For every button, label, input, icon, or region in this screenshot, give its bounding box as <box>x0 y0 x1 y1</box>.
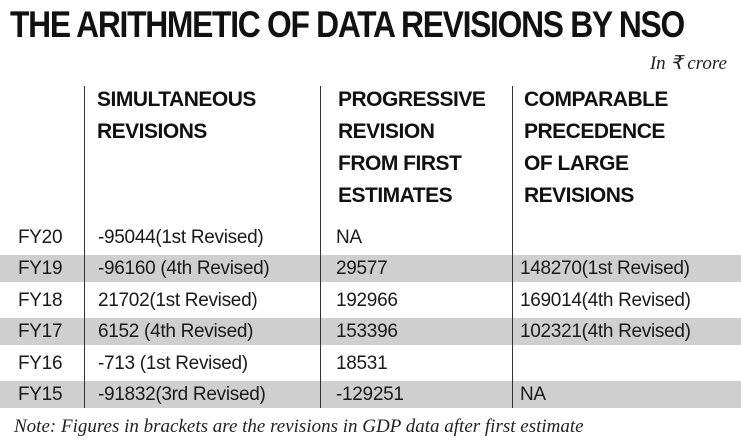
table-row: FY15 -91832(3rd Revised) -129251 NA <box>0 381 741 408</box>
table-row: FY18 21702(1st Revised) 192966 169014(4th R… <box>0 286 741 314</box>
cell-simultaneous: -95044(1st Revised) <box>98 227 264 248</box>
column-divider <box>84 86 85 408</box>
cell-year: FY16 <box>18 352 63 374</box>
cell-progressive: 29577 <box>336 258 388 280</box>
table-row: FY20 -95044(1st Revised) NA <box>0 224 741 251</box>
cell-progressive: -129251 <box>336 384 404 405</box>
cell-year: FY18 <box>18 289 63 311</box>
header-comparable-precedence: COMPARABLE PRECEDENCE OF LARGE REVISIONS <box>524 88 668 207</box>
column-divider <box>512 86 513 408</box>
cell-year: FY20 <box>18 227 63 248</box>
header-simultaneous-revisions: SIMULTANEOUS REVISIONS <box>97 88 256 143</box>
cell-comparable: 102321(4th Revised) <box>520 321 691 343</box>
unit-label: In ₹ crore <box>649 53 727 74</box>
cell-year: FY19 <box>18 258 63 280</box>
cell-progressive: 18531 <box>336 352 388 374</box>
cell-progressive: 192966 <box>336 289 398 311</box>
column-divider <box>320 86 321 408</box>
page-title: THE ARITHMETIC OF DATA REVISIONS BY NSO <box>10 4 685 45</box>
cell-year: FY15 <box>18 384 63 405</box>
cell-progressive: 153396 <box>336 321 398 343</box>
cell-comparable: NA <box>520 384 546 405</box>
table-row: FY19 -96160 (4th Revised) 29577 148270(1st … <box>0 255 741 283</box>
cell-simultaneous: 6152 (4th Revised) <box>98 321 254 343</box>
cell-comparable: 148270(1st Revised) <box>520 258 690 280</box>
table-row: FY17 6152 (4th Revised) 153396 102321(4th R… <box>0 318 741 346</box>
footnote: Note: Figures in brackets are the revisi… <box>14 416 584 437</box>
table-row: FY16 -713 (1st Revised) 18531 <box>0 349 741 377</box>
cell-simultaneous: -96160 (4th Revised) <box>98 258 270 280</box>
cell-comparable: 169014(4th Revised) <box>520 289 691 311</box>
header-progressive-revision: PROGRESSIVE REVISION FROM FIRST ESTIMATE… <box>338 88 486 207</box>
cell-simultaneous: -91832(3rd Revised) <box>98 384 266 405</box>
cell-simultaneous: 21702(1st Revised) <box>98 289 258 311</box>
cell-simultaneous: -713 (1st Revised) <box>98 352 248 374</box>
cell-year: FY17 <box>18 321 63 343</box>
cell-progressive: NA <box>336 227 362 248</box>
